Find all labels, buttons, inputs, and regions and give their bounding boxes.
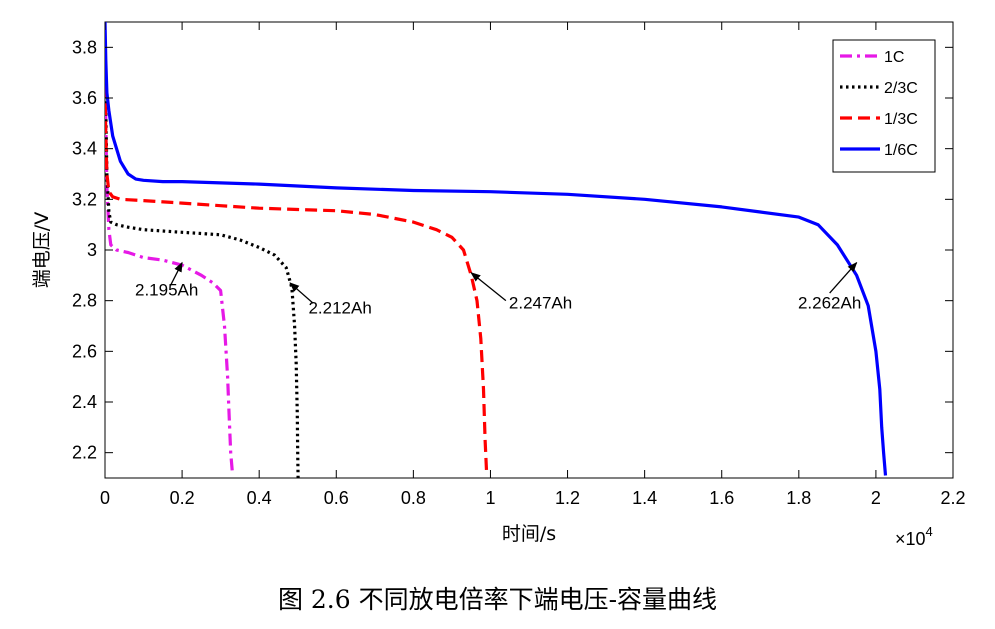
- x-tick-label: 0: [100, 488, 110, 508]
- series-line-1-3c: [105, 85, 489, 473]
- series-layer: [105, 22, 888, 478]
- annotation-label: 2.212Ah: [308, 298, 371, 317]
- x-tick-label: 1.8: [786, 488, 811, 508]
- x-tick-label: 1.2: [555, 488, 580, 508]
- y-axis-title: 端电压/V: [31, 212, 53, 288]
- x-tick-label: 0.6: [324, 488, 349, 508]
- x-axis-title: 时间/s: [502, 523, 556, 545]
- y-tick-label: 2.4: [72, 392, 97, 412]
- x-tick-label: 2: [871, 488, 881, 508]
- annotations: 2.195Ah 2.212Ah 2.247Ah 2.262Ah: [135, 261, 861, 317]
- series-line-2-3c: [105, 47, 300, 478]
- legend-label: 2/3C: [884, 80, 918, 97]
- y-tick-label: 2.8: [72, 291, 97, 311]
- y-tick-label: 2.2: [72, 443, 97, 463]
- annotation-arrow: [169, 261, 183, 286]
- x-tick-label: 2.2: [940, 488, 965, 508]
- x-axis-multiplier: ×104: [895, 524, 933, 549]
- y-tick-label: 3.4: [72, 139, 97, 159]
- y-tick-label: 3.6: [72, 88, 97, 108]
- plot-area: [104, 21, 954, 479]
- series-line-1-6c: [105, 22, 888, 476]
- x-tick-label: 1.4: [632, 488, 657, 508]
- series-line-1c: [105, 59, 234, 471]
- y-tick-label: 3.8: [72, 37, 97, 57]
- legend: 1C 2/3C 1/3C 1/6C: [832, 39, 936, 173]
- x-axis-exponent: 4: [926, 524, 933, 539]
- x-tick-label: 1: [485, 488, 495, 508]
- figure-caption: 图 2.6 不同放电倍率下端电压-容量曲线: [277, 585, 718, 614]
- annotation-arrow: [289, 282, 314, 304]
- y-tick-label: 3: [87, 240, 97, 260]
- x-tick-label: 1.6: [709, 488, 734, 508]
- y-tick-label: 2.6: [72, 341, 97, 361]
- annotation-label: 2.247Ah: [509, 293, 572, 312]
- y-axis: 2.2 2.4 2.6 2.8 3 3.2 3.4 3.6 3.8: [72, 37, 953, 463]
- x-tick-label: 0.8: [401, 488, 426, 508]
- annotation-arrow: [829, 261, 858, 294]
- annotation-label: 2.195Ah: [135, 281, 198, 300]
- discharge-voltage-chart: 0 0.2 0.4 0.6 0.8 1 1.2 1.4 1.6 1.8 2 2.2 2.2 2.4 2.6…: [31, 21, 966, 549]
- annotation-arrow: [470, 272, 507, 302]
- y-tick-label: 3.2: [72, 189, 97, 209]
- x-axis: 0 0.2 0.4 0.6 0.8 1 1.2 1.4 1.6 1.8 2 2.2: [100, 22, 966, 508]
- x-tick-label: 0.4: [247, 488, 272, 508]
- legend-label: 1/3C: [884, 111, 918, 128]
- legend-label: 1/6C: [884, 142, 918, 159]
- x-tick-label: 0.2: [170, 488, 195, 508]
- annotation-label: 2.262Ah: [798, 293, 861, 312]
- legend-label: 1C: [884, 49, 904, 66]
